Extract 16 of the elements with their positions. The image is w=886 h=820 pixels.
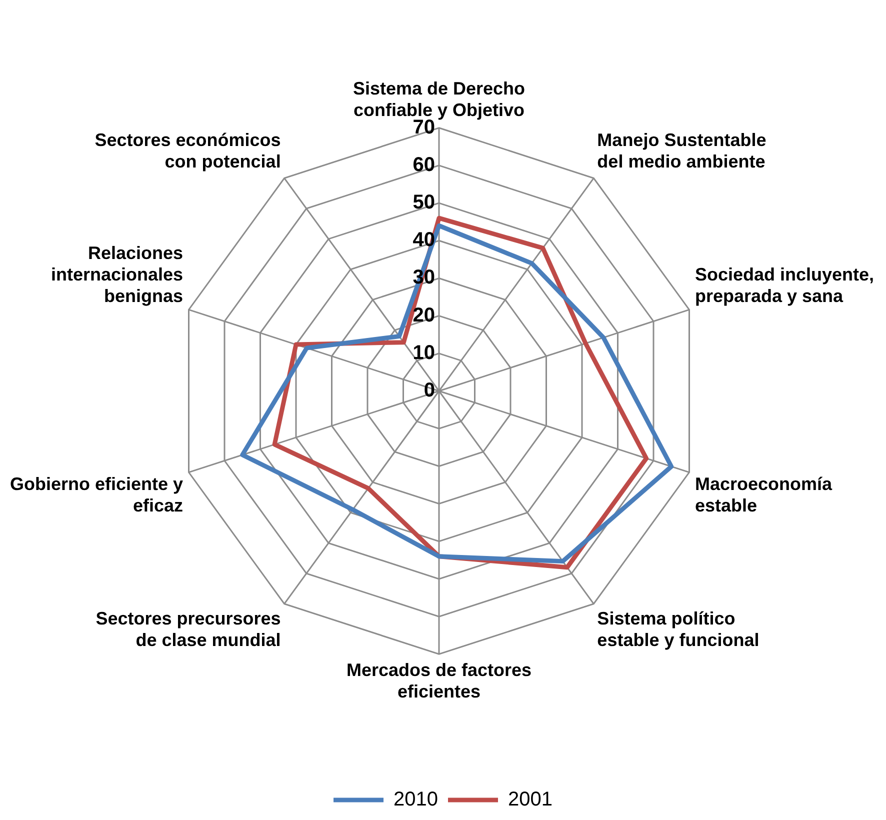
- spoke-label: Sectores económicos con potencial: [94, 130, 281, 172]
- spoke-label: Mercados de factores eficientes: [346, 660, 532, 702]
- spoke-label: Manejo Sustentable del medio ambiente: [597, 130, 766, 172]
- y-tick-label: 10: [412, 342, 435, 364]
- spoke-label: Sociedad incluyente, preparada y sana: [694, 264, 874, 306]
- legend-label: 2001: [508, 788, 552, 811]
- spoke-label: Sectores precursores de clase mundial: [96, 608, 281, 650]
- spoke-label: Relaciones internacionales benignas: [51, 242, 184, 306]
- y-tick-label: 0: [424, 380, 435, 402]
- y-tick-label: 20: [412, 304, 435, 326]
- legend-label: 2010: [394, 788, 438, 811]
- y-tick-label: 60: [412, 154, 435, 176]
- spoke-label: Sistema político estable y funcional: [597, 608, 760, 650]
- y-tick-label: 50: [412, 192, 435, 214]
- spoke-label: Gobierno eficiente y eficaz: [10, 474, 184, 516]
- spoke-label: Macroeconomía estable: [694, 474, 833, 516]
